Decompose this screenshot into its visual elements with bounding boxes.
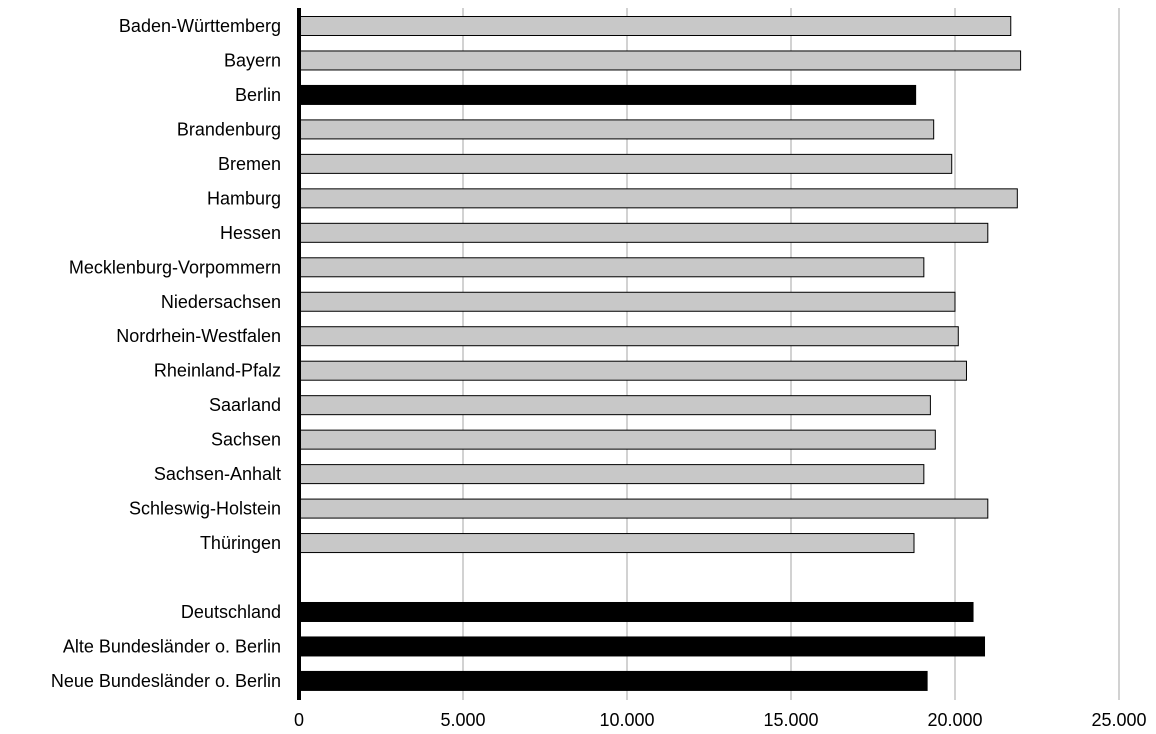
category-label: Nordrhein-Westfalen — [116, 326, 281, 346]
category-label: Rheinland-Pfalz — [154, 361, 281, 381]
bar — [298, 429, 936, 450]
category-label: Bayern — [224, 50, 281, 70]
category-label: Hamburg — [207, 188, 281, 208]
bar — [298, 395, 931, 416]
bar — [298, 326, 959, 347]
category-label: Brandenburg — [177, 119, 281, 139]
bar — [298, 533, 915, 554]
bar — [298, 257, 925, 278]
bar — [298, 360, 967, 381]
category-label: Hessen — [220, 223, 281, 243]
category-label: Neue Bundesländer o. Berlin — [51, 671, 281, 691]
category-labels: Baden-Württemberg Bayern Berlin Brandenburg… — [51, 16, 281, 691]
x-tick-label: 15.000 — [763, 710, 818, 730]
x-tick-label: 5.000 — [440, 710, 485, 730]
category-label: Mecklenburg-Vorpommern — [69, 257, 281, 277]
bar — [298, 464, 925, 485]
category-label: Berlin — [235, 85, 281, 105]
category-label: Thüringen — [200, 533, 281, 553]
bar — [298, 291, 956, 312]
bar — [298, 498, 989, 519]
bar — [298, 188, 1018, 209]
x-tick-label: 25.000 — [1091, 710, 1146, 730]
bar — [298, 50, 1022, 71]
bar — [298, 670, 928, 691]
bar — [298, 601, 974, 622]
bar — [298, 119, 935, 140]
category-label: Alte Bundesländer o. Berlin — [63, 636, 281, 656]
bars — [298, 16, 1022, 691]
category-label: Sachsen — [211, 430, 281, 450]
category-label: Niedersachsen — [161, 292, 281, 312]
x-tick-label: 20.000 — [927, 710, 982, 730]
category-label: Baden-Württemberg — [119, 16, 281, 36]
gridlines — [462, 8, 1120, 700]
bar — [298, 16, 1012, 36]
category-label: Deutschland — [181, 602, 281, 622]
bar — [298, 153, 953, 174]
x-tick-label: 0 — [294, 710, 304, 730]
x-tick-labels: 0 5.000 10.000 15.000 20.000 25.000 — [294, 710, 1147, 730]
bar — [298, 636, 986, 657]
x-tick-label: 10.000 — [599, 710, 654, 730]
bar — [298, 222, 989, 243]
category-label: Saarland — [209, 395, 281, 415]
bar — [298, 84, 917, 105]
category-label: Schleswig-Holstein — [129, 499, 281, 519]
category-label: Bremen — [218, 154, 281, 174]
category-label: Sachsen-Anhalt — [154, 464, 281, 484]
